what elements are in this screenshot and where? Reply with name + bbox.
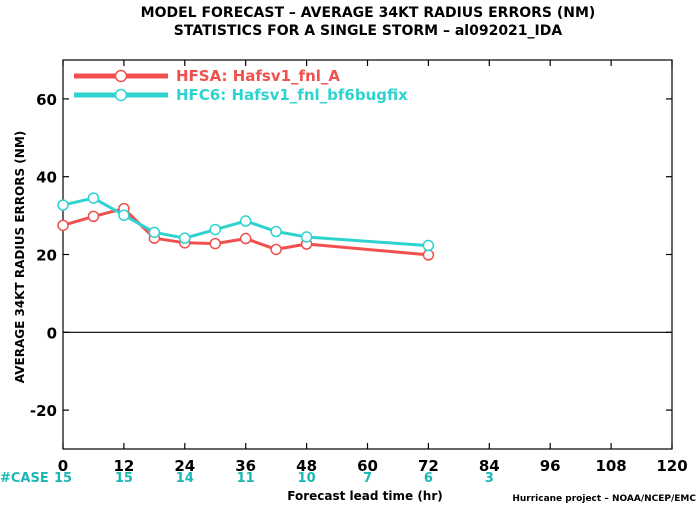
x-tick-label: 84 — [479, 457, 500, 475]
legend-marker-2 — [114, 88, 128, 102]
case-count: 15 — [54, 471, 72, 486]
series-1-point — [209, 237, 221, 250]
case-count: 14 — [176, 471, 194, 486]
legend-marker-1 — [114, 69, 128, 83]
series-1-point — [270, 243, 282, 256]
plot-frame — [62, 59, 673, 450]
x-tick-label: 72 — [418, 457, 439, 475]
y-tick-label: -20 — [30, 402, 57, 420]
x-tick-label: 96 — [540, 457, 561, 475]
series-1-point — [87, 210, 100, 223]
series-2-point — [270, 225, 282, 238]
chart-title-line-1: MODEL FORECAST – AVERAGE 34KT RADIUS ERR… — [141, 5, 596, 21]
x-tick-label: 24 — [174, 457, 195, 475]
credit-text: Hurricane project – NOAA/NCEP/EMC — [512, 494, 696, 504]
series-2-point — [422, 239, 435, 252]
y-axis-label: AVERAGE 34KT RADIUS ERRORS (NM) — [13, 131, 27, 383]
series-1-point — [422, 249, 435, 261]
x-tick-label: 48 — [296, 457, 317, 475]
series-1-point — [239, 232, 252, 245]
case-count: 6 — [424, 471, 433, 486]
legend-label-1: HFSA: Hafsv1_fnl_A — [176, 67, 340, 85]
x-tick-label: 108 — [595, 457, 626, 475]
series-line-1 — [62, 207, 429, 257]
series-2-point — [118, 209, 130, 221]
y-tick-label: 0 — [47, 324, 57, 342]
y-tick-label: 20 — [36, 247, 57, 265]
x-axis-label: Forecast lead time (hr) — [287, 489, 443, 503]
series-line-2 — [62, 196, 429, 248]
series-2-point — [209, 223, 221, 236]
series-2-point — [148, 226, 161, 239]
series-2-point — [57, 199, 69, 211]
series-1-point — [57, 219, 69, 232]
x-tick-label: 36 — [235, 457, 256, 475]
x-tick-label: 0 — [58, 457, 68, 475]
series-2-point — [87, 192, 100, 204]
legend-label-2: HFC6: Hafsv1_fnl_bf6bugfix — [176, 86, 408, 104]
chart-title-line-2: STATISTICS FOR A SINGLE STORM – al092021… — [174, 23, 563, 39]
x-tick-label: 12 — [113, 457, 134, 475]
x-tick-label: 120 — [656, 457, 687, 475]
case-count: 7 — [363, 471, 372, 486]
series-2-point — [239, 215, 252, 227]
case-count: 11 — [237, 471, 255, 486]
x-tick-label: 60 — [357, 457, 378, 475]
case-count: 15 — [115, 471, 133, 486]
case-count: 10 — [298, 471, 316, 486]
series-2-point — [179, 232, 191, 244]
case-count: 3 — [485, 471, 494, 486]
y-tick-label: 40 — [36, 169, 57, 187]
case-row-label: #CASE — [0, 471, 49, 486]
y-tick-label: 60 — [36, 91, 57, 109]
series-2-point — [300, 231, 313, 243]
